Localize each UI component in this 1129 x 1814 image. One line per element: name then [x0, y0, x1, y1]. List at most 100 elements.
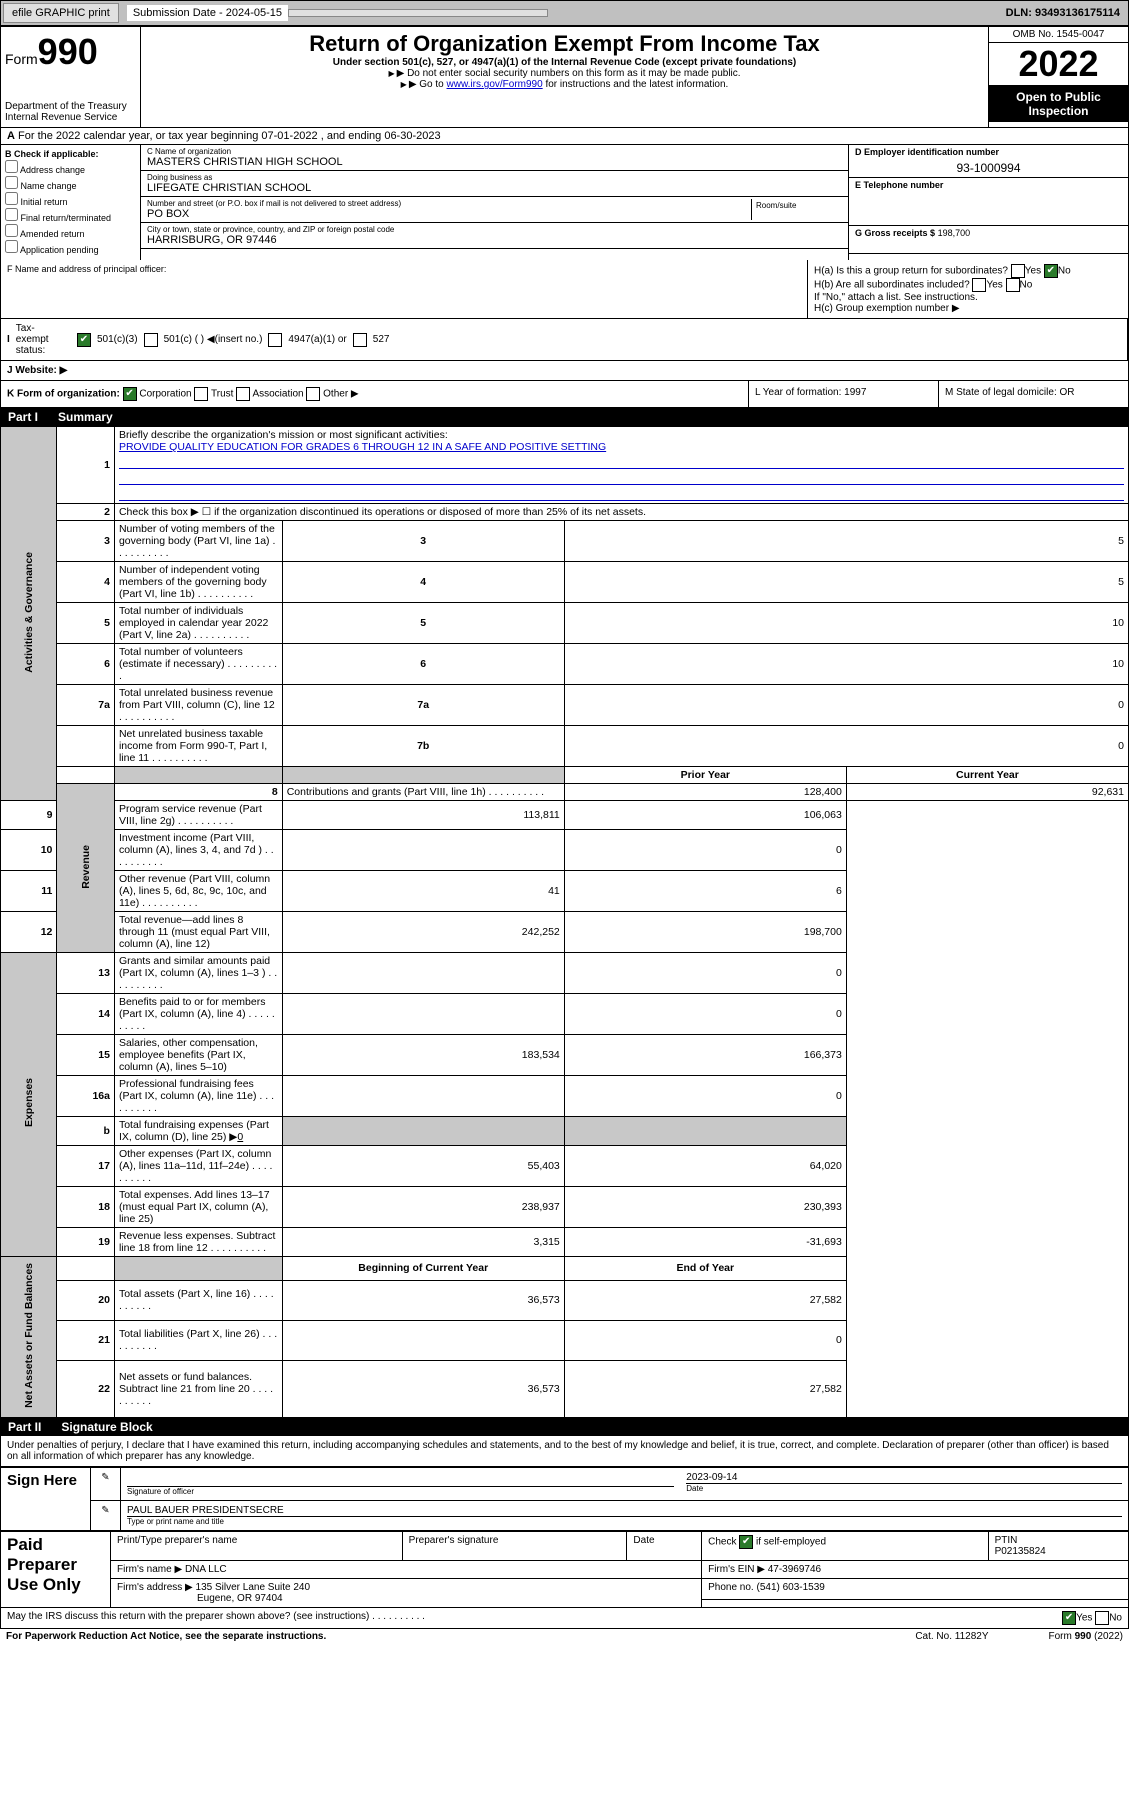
row-a-period: A For the 2022 calendar year, or tax yea… — [0, 128, 1129, 145]
part1-header: Part ISummary — [0, 408, 1129, 426]
l2: Check this box ▶ ☐ if the organization d… — [114, 504, 1128, 521]
v7b: 0 — [564, 726, 1128, 767]
cb-amended[interactable] — [5, 224, 18, 237]
cy13: 0 — [564, 953, 846, 994]
l4: Number of independent voting members of … — [114, 562, 282, 603]
firm-phone-label: Phone no. — [708, 1582, 754, 1593]
cy-hdr: Current Year — [846, 767, 1128, 784]
gross-label: G Gross receipts $ — [855, 228, 935, 238]
omb-number: OMB No. 1545-0047 — [989, 27, 1128, 43]
vtab-governance: Activities & Governance — [23, 548, 35, 677]
py21 — [282, 1320, 564, 1360]
sig-date: 2023-09-14 — [686, 1472, 1122, 1483]
l16a: Professional fundraising fees (Part IX, … — [114, 1076, 282, 1117]
mission-text: PROVIDE QUALITY EDUCATION FOR GRADES 6 T… — [119, 441, 606, 453]
cb-discuss-no[interactable] — [1095, 1611, 1109, 1625]
discuss-row: May the IRS discuss this return with the… — [0, 1608, 1129, 1629]
firm-name-label: Firm's name ▶ — [117, 1564, 182, 1575]
pra-notice: For Paperwork Reduction Act Notice, see … — [6, 1631, 915, 1642]
l3: Number of voting members of the governin… — [114, 521, 282, 562]
cb-assoc[interactable] — [236, 387, 250, 401]
v6: 10 — [564, 644, 1128, 685]
firm-ein: 47-3969746 — [768, 1564, 821, 1575]
box-m: M State of legal domicile: OR — [938, 381, 1128, 407]
cat-number: Cat. No. 11282Y — [915, 1631, 988, 1642]
part2-header: Part IISignature Block — [0, 1418, 1129, 1436]
l8: Contributions and grants (Part VIII, lin… — [282, 784, 564, 801]
submission-date: Submission Date - 2024-05-15 — [127, 5, 288, 21]
eoy-hdr: End of Year — [564, 1257, 846, 1281]
hb-note: If "No," attach a list. See instructions… — [814, 292, 1122, 303]
py9: 113,811 — [282, 801, 564, 830]
cy20: 27,582 — [564, 1280, 846, 1320]
cy19: -31,693 — [564, 1228, 846, 1257]
hc-label: H(c) Group exemption number ▶ — [814, 303, 1122, 314]
py22: 36,573 — [282, 1361, 564, 1418]
v4: 5 — [564, 562, 1128, 603]
efile-button[interactable]: efile GRAPHIC print — [3, 3, 119, 23]
cb-hb-no[interactable] — [1006, 278, 1020, 292]
firm-ein-label: Firm's EIN ▶ — [708, 1564, 765, 1575]
name-label: C Name of organization — [147, 147, 842, 156]
cb-other[interactable] — [306, 387, 320, 401]
top-toolbar: efile GRAPHIC print Submission Date - 20… — [0, 0, 1129, 26]
discuss-label: May the IRS discuss this return with the… — [1, 1608, 1056, 1628]
ein-value: 93-1000994 — [855, 161, 1122, 175]
paid-preparer-label: Paid Preparer Use Only — [1, 1531, 111, 1607]
form-header: Form990 Department of the Treasury Inter… — [0, 26, 1129, 128]
cb-4947[interactable] — [268, 333, 282, 347]
form-ref: Form 990 (2022) — [1049, 1631, 1123, 1642]
instructions-link[interactable]: www.irs.gov/Form990 — [447, 79, 543, 90]
page-footer: For Paperwork Reduction Act Notice, see … — [0, 1629, 1129, 1644]
firm-name: DNA LLC — [185, 1564, 227, 1575]
box-c: C Name of organizationMASTERS CHRISTIAN … — [141, 145, 848, 260]
dln-label: DLN: 93493136175114 — [1006, 7, 1126, 19]
cb-trust[interactable] — [194, 387, 208, 401]
v7a: 0 — [564, 685, 1128, 726]
cy18: 230,393 — [564, 1187, 846, 1228]
cb-corp[interactable]: ✔ — [123, 387, 137, 401]
dropdown-button[interactable] — [288, 9, 548, 17]
ein-label: D Employer identification number — [855, 147, 999, 157]
city-label: City or town, state or province, country… — [147, 225, 842, 234]
cy15: 166,373 — [564, 1035, 846, 1076]
cy14: 0 — [564, 994, 846, 1035]
cb-address-change[interactable] — [5, 160, 18, 173]
dept-label: Department of the Treasury — [5, 101, 136, 112]
cb-ha-no[interactable]: ✔ — [1044, 264, 1058, 278]
cb-self-employed[interactable]: ✔ — [739, 1535, 753, 1549]
cb-527[interactable] — [353, 333, 367, 347]
py19: 3,315 — [282, 1228, 564, 1257]
cb-discuss-yes[interactable]: ✔ — [1062, 1611, 1076, 1625]
cy8: 92,631 — [846, 784, 1128, 801]
cb-hb-yes[interactable] — [972, 278, 986, 292]
l14: Benefits paid to or for members (Part IX… — [114, 994, 282, 1035]
summary-table: Activities & Governance 1 Briefly descri… — [0, 426, 1129, 1418]
hb-label: H(b) Are all subordinates included? — [814, 280, 970, 291]
box-de: D Employer identification number 93-10009… — [848, 145, 1128, 260]
cy21: 0 — [564, 1320, 846, 1360]
cb-final-return[interactable] — [5, 208, 18, 221]
form-title: Return of Organization Exempt From Incom… — [145, 31, 984, 57]
form-label: Form — [5, 51, 38, 67]
dba-label: Doing business as — [147, 173, 842, 182]
k-label: K Form of organization: — [7, 389, 120, 400]
l11: Other revenue (Part VIII, column (A), li… — [114, 871, 282, 912]
boy-hdr: Beginning of Current Year — [282, 1257, 564, 1281]
cb-501c3[interactable]: ✔ — [77, 333, 91, 347]
py15: 183,534 — [282, 1035, 564, 1076]
l16b-val: 0 — [237, 1131, 243, 1143]
box-b: B Check if applicable: Address change Na… — [1, 145, 141, 260]
irs-label: Internal Revenue Service — [5, 112, 136, 123]
firm-addr-label: Firm's address ▶ — [117, 1582, 193, 1593]
cb-initial-return[interactable] — [5, 192, 18, 205]
dba-name: LIFEGATE CHRISTIAN SCHOOL — [147, 182, 842, 194]
cy17: 64,020 — [564, 1146, 846, 1187]
cy9: 106,063 — [564, 801, 846, 830]
cb-501c[interactable] — [144, 333, 158, 347]
cb-ha-yes[interactable] — [1011, 264, 1025, 278]
cb-name-change[interactable] — [5, 176, 18, 189]
py14 — [282, 994, 564, 1035]
cb-app-pending[interactable] — [5, 240, 18, 253]
vtab-revenue: Revenue — [80, 841, 92, 893]
